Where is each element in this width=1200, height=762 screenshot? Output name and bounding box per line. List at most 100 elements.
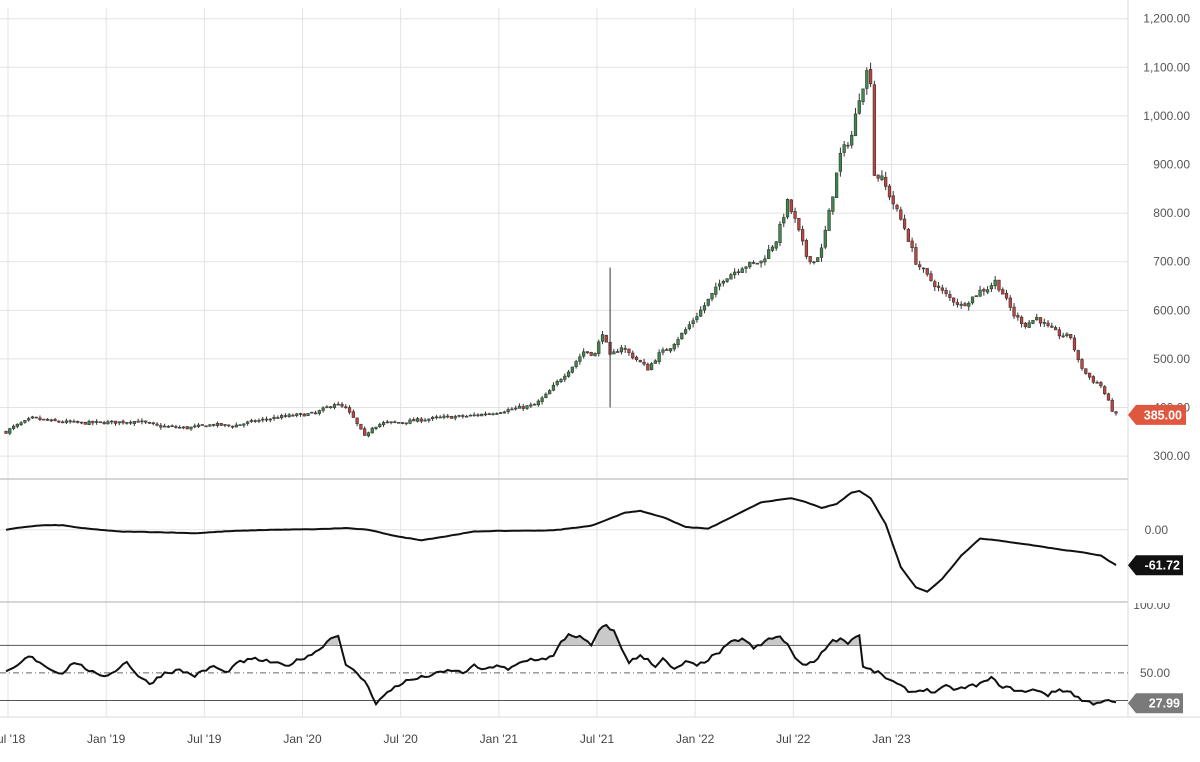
- candle-body: [502, 411, 506, 414]
- rsi-last-badge-bg: [1128, 693, 1183, 714]
- candle-body: [887, 185, 892, 198]
- candle: [793, 207, 797, 223]
- candle-body: [1084, 368, 1088, 374]
- candle: [646, 362, 650, 371]
- candle-body: [64, 420, 69, 423]
- candle: [83, 421, 87, 425]
- candle: [257, 418, 261, 423]
- candle-body: [997, 279, 1001, 291]
- candle: [495, 412, 499, 415]
- candle-body: [434, 416, 439, 419]
- candle: [276, 415, 280, 419]
- price-axis-tick: 600.00: [1153, 303, 1190, 317]
- candle-body: [45, 418, 50, 421]
- candle: [412, 417, 416, 422]
- candle: [902, 214, 907, 231]
- candle: [925, 267, 929, 277]
- candle-body: [853, 113, 858, 137]
- candle-body: [1065, 333, 1069, 337]
- candle-body: [23, 420, 27, 423]
- last-price-label: 385.00: [1144, 408, 1182, 422]
- candle-body: [970, 296, 975, 304]
- candle: [415, 416, 420, 423]
- candle-body: [389, 421, 393, 424]
- candle-body: [691, 320, 695, 324]
- candle: [729, 272, 733, 280]
- candle-body: [415, 418, 420, 422]
- candle: [936, 281, 941, 292]
- candle-body: [936, 285, 941, 288]
- candle-body: [616, 351, 620, 353]
- candle: [453, 414, 457, 421]
- candle-body: [476, 414, 480, 417]
- candle: [521, 404, 525, 412]
- candle: [872, 80, 876, 177]
- candle-body: [472, 414, 476, 417]
- candle: [298, 412, 303, 417]
- candle-body: [793, 211, 797, 219]
- candle: [200, 424, 204, 426]
- candle: [566, 369, 571, 378]
- rsi-overbought-fill: [829, 635, 860, 646]
- candle-body: [219, 423, 223, 426]
- candle-body: [842, 144, 846, 153]
- candle-body: [721, 281, 725, 284]
- rsi-axis-tick: 50.00: [1140, 666, 1170, 680]
- candle-body: [785, 198, 790, 218]
- candle-body: [427, 418, 431, 421]
- candle: [246, 420, 250, 426]
- candle: [827, 208, 831, 231]
- candle-body: [634, 356, 639, 360]
- candles: [4, 62, 1118, 438]
- candle: [1061, 332, 1065, 338]
- candle: [1076, 349, 1080, 363]
- candle-body: [1031, 319, 1035, 324]
- candle: [1091, 375, 1095, 385]
- rsi-oversold-fill: [1082, 700, 1105, 705]
- candle: [419, 416, 423, 424]
- candle-body: [1103, 386, 1107, 395]
- candle: [838, 147, 843, 177]
- candle: [808, 256, 812, 265]
- candle-body: [952, 297, 956, 303]
- candle-body: [529, 404, 533, 407]
- candle-body: [200, 424, 204, 426]
- candle: [351, 409, 355, 418]
- candle: [140, 418, 144, 425]
- candle: [834, 172, 839, 198]
- candle: [933, 279, 937, 292]
- candle: [227, 424, 231, 428]
- candle-body: [408, 419, 412, 424]
- price-axis-tick: 700.00: [1153, 255, 1190, 269]
- candle: [993, 276, 997, 290]
- candle: [310, 411, 314, 414]
- candle-body: [1008, 297, 1012, 308]
- candle-body: [400, 422, 405, 424]
- candle-body: [986, 289, 990, 293]
- candle: [355, 417, 359, 427]
- oscillator-last-badge: -61.72: [1128, 555, 1183, 576]
- candle-body: [865, 70, 869, 89]
- candle-body: [102, 422, 106, 425]
- candle: [831, 196, 835, 215]
- candle: [555, 379, 559, 387]
- x-axis-tick: Jan '21: [480, 732, 519, 746]
- candle: [986, 286, 990, 295]
- candle-body: [155, 423, 159, 426]
- candle-body: [1027, 322, 1031, 328]
- candle-body: [940, 287, 944, 291]
- candle-body: [702, 305, 707, 311]
- candle-body: [680, 332, 684, 340]
- candle-body: [649, 363, 654, 370]
- candle: [1038, 317, 1043, 327]
- candle: [393, 420, 397, 424]
- candle: [64, 418, 69, 425]
- candle: [506, 407, 510, 414]
- candle-body: [699, 309, 703, 317]
- candle-body: [834, 172, 839, 198]
- candle-body: [310, 411, 314, 414]
- candle: [1053, 325, 1058, 331]
- candle-body: [582, 351, 586, 357]
- candle-body: [431, 416, 435, 420]
- candle-body: [819, 247, 824, 258]
